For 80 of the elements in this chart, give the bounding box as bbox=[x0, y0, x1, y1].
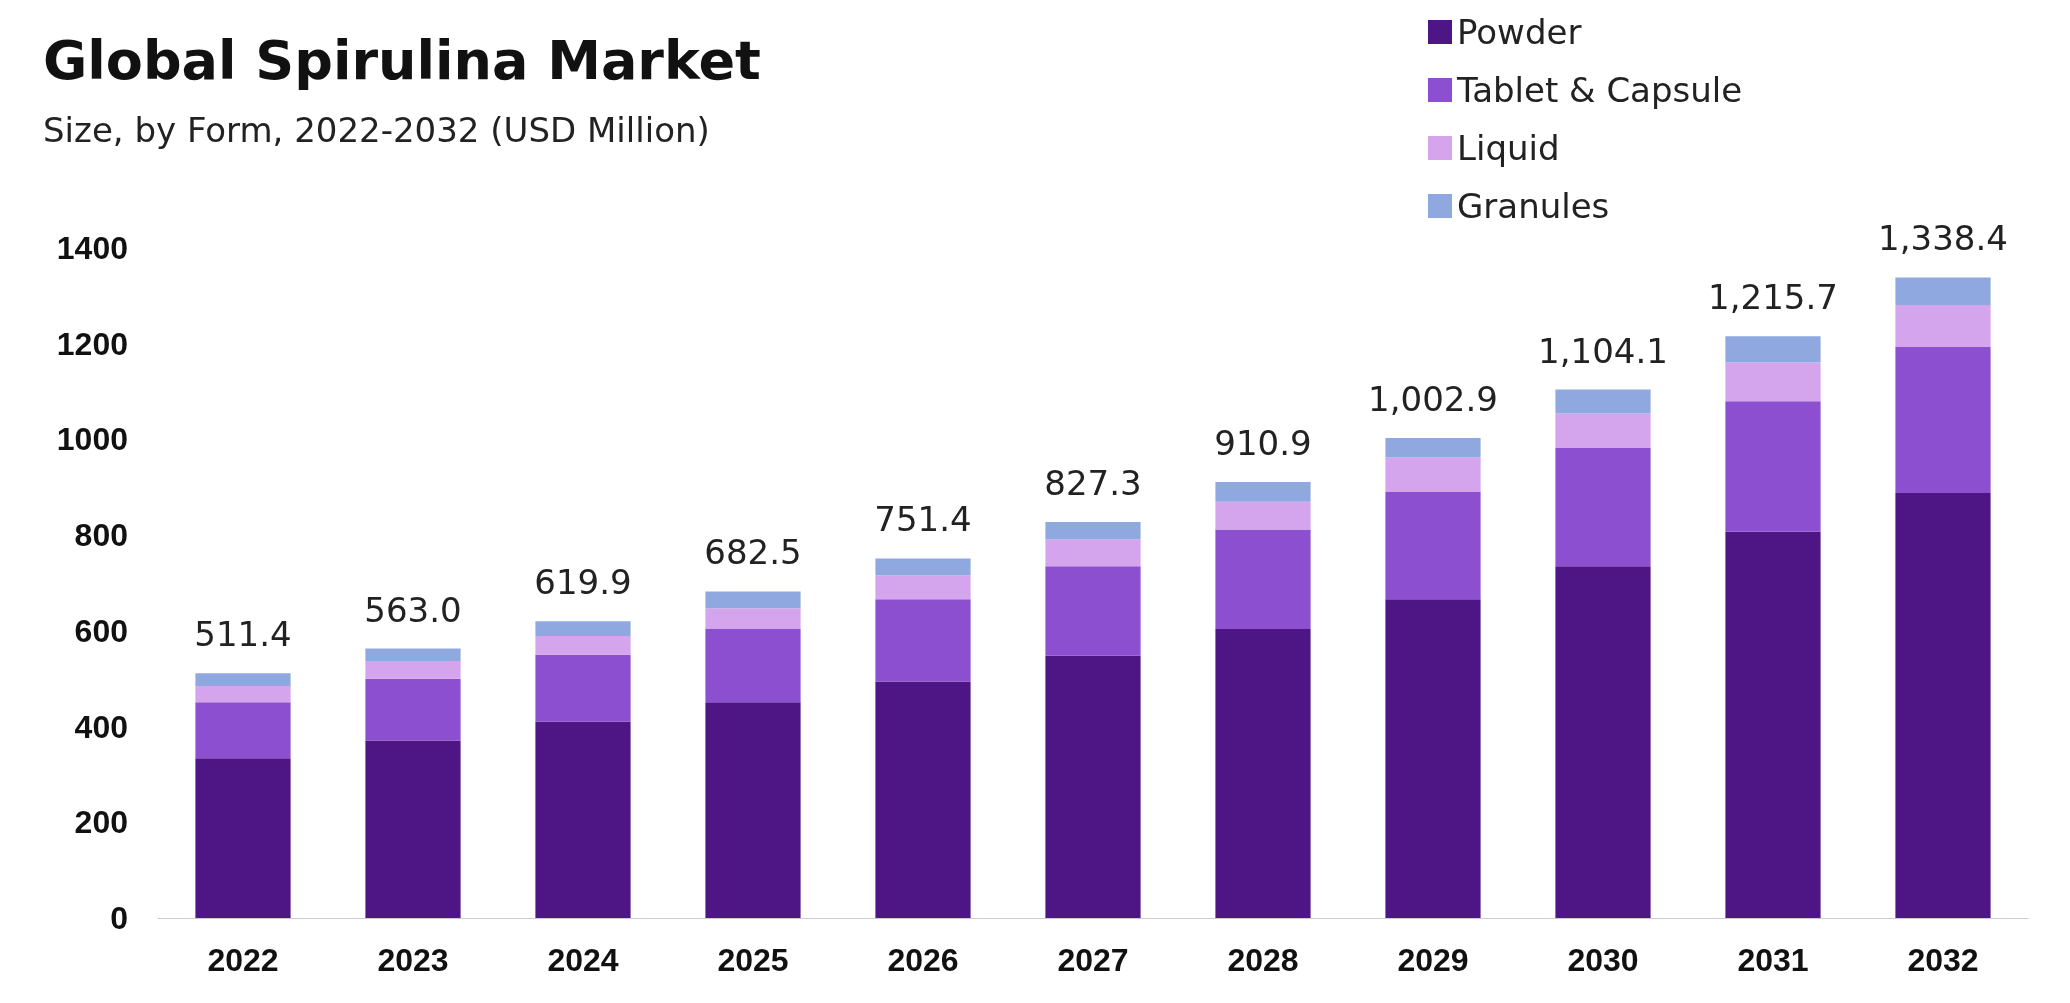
bar bbox=[1555, 413, 1651, 449]
bar bbox=[1045, 539, 1141, 567]
bar bbox=[195, 673, 291, 686]
x-tick-label: 2025 bbox=[717, 942, 789, 978]
total-label: 511.4 bbox=[194, 614, 292, 655]
total-label: 563.0 bbox=[364, 589, 462, 630]
bar bbox=[1215, 501, 1311, 530]
bar bbox=[1555, 566, 1651, 918]
total-label: 827.3 bbox=[1044, 463, 1142, 504]
bar bbox=[1895, 493, 1991, 918]
bar bbox=[535, 721, 631, 918]
bar bbox=[1895, 347, 1991, 494]
legend-label: Powder bbox=[1457, 12, 1582, 52]
legend-label: Granules bbox=[1457, 186, 1610, 226]
bar bbox=[195, 758, 291, 918]
total-label: 910.9 bbox=[1214, 423, 1312, 464]
legend-label: Tablet & Capsule bbox=[1456, 70, 1743, 110]
x-tick-label: 2030 bbox=[1567, 942, 1639, 978]
bar bbox=[1045, 566, 1141, 656]
bar bbox=[1725, 336, 1821, 363]
bar bbox=[195, 685, 291, 703]
y-tick-label: 200 bbox=[74, 804, 128, 841]
y-tick-label: 800 bbox=[74, 517, 128, 554]
x-tick-label: 2032 bbox=[1907, 942, 1979, 978]
bar bbox=[365, 648, 461, 662]
total-label: 1,002.9 bbox=[1368, 379, 1498, 420]
y-tick-label: 1000 bbox=[56, 421, 128, 458]
bar bbox=[875, 575, 971, 600]
bar bbox=[1045, 655, 1141, 918]
bar bbox=[1895, 304, 1991, 348]
x-tick-label: 2029 bbox=[1397, 942, 1469, 978]
bar bbox=[1045, 522, 1141, 540]
legend-label: Liquid bbox=[1457, 128, 1560, 168]
bar bbox=[1215, 529, 1311, 629]
bar bbox=[705, 628, 801, 703]
bar bbox=[705, 702, 801, 918]
bar bbox=[1555, 448, 1651, 567]
bar bbox=[1895, 277, 1991, 305]
bar bbox=[1385, 457, 1481, 492]
y-tick-label: 1400 bbox=[56, 230, 128, 266]
bar bbox=[1725, 362, 1821, 402]
bar bbox=[535, 636, 631, 655]
total-label: 751.4 bbox=[874, 499, 972, 540]
bar bbox=[1725, 531, 1821, 918]
bar bbox=[705, 608, 801, 629]
total-label: 1,104.1 bbox=[1538, 330, 1668, 371]
bar bbox=[1385, 438, 1481, 458]
x-tick-label: 2028 bbox=[1227, 942, 1299, 978]
bar bbox=[365, 740, 461, 918]
x-tick-label: 2023 bbox=[377, 942, 449, 978]
total-label: 682.5 bbox=[704, 532, 802, 573]
bar bbox=[535, 654, 631, 722]
bar bbox=[365, 678, 461, 741]
bar bbox=[365, 661, 461, 679]
bar bbox=[875, 558, 971, 576]
y-tick-label: 400 bbox=[74, 708, 128, 745]
bar bbox=[1385, 491, 1481, 600]
x-tick-label: 2031 bbox=[1737, 942, 1809, 978]
bar bbox=[875, 599, 971, 682]
bar bbox=[1385, 599, 1481, 918]
chart-title: Global Spirulina Market bbox=[43, 28, 761, 92]
total-label: 1,215.7 bbox=[1708, 277, 1838, 318]
bar bbox=[1215, 628, 1311, 918]
bar bbox=[1725, 401, 1821, 532]
x-tick-label: 2027 bbox=[1057, 942, 1129, 978]
x-tick-label: 2026 bbox=[887, 942, 959, 978]
y-tick-label: 1200 bbox=[56, 325, 128, 362]
bar bbox=[1215, 482, 1311, 502]
chart-subtitle: Size, by Form, 2022-2032 (USD Million) bbox=[43, 110, 710, 150]
total-label: 1,338.4 bbox=[1878, 218, 2008, 259]
y-tick-label: 600 bbox=[74, 612, 128, 649]
bar bbox=[535, 621, 631, 637]
x-tick-label: 2022 bbox=[207, 942, 279, 978]
y-tick-label: 0 bbox=[110, 900, 128, 936]
bar bbox=[875, 681, 971, 918]
x-tick-label: 2024 bbox=[547, 942, 619, 978]
bar bbox=[1555, 389, 1651, 414]
bar bbox=[705, 591, 801, 609]
bar bbox=[195, 702, 291, 759]
total-label: 619.9 bbox=[534, 562, 632, 603]
